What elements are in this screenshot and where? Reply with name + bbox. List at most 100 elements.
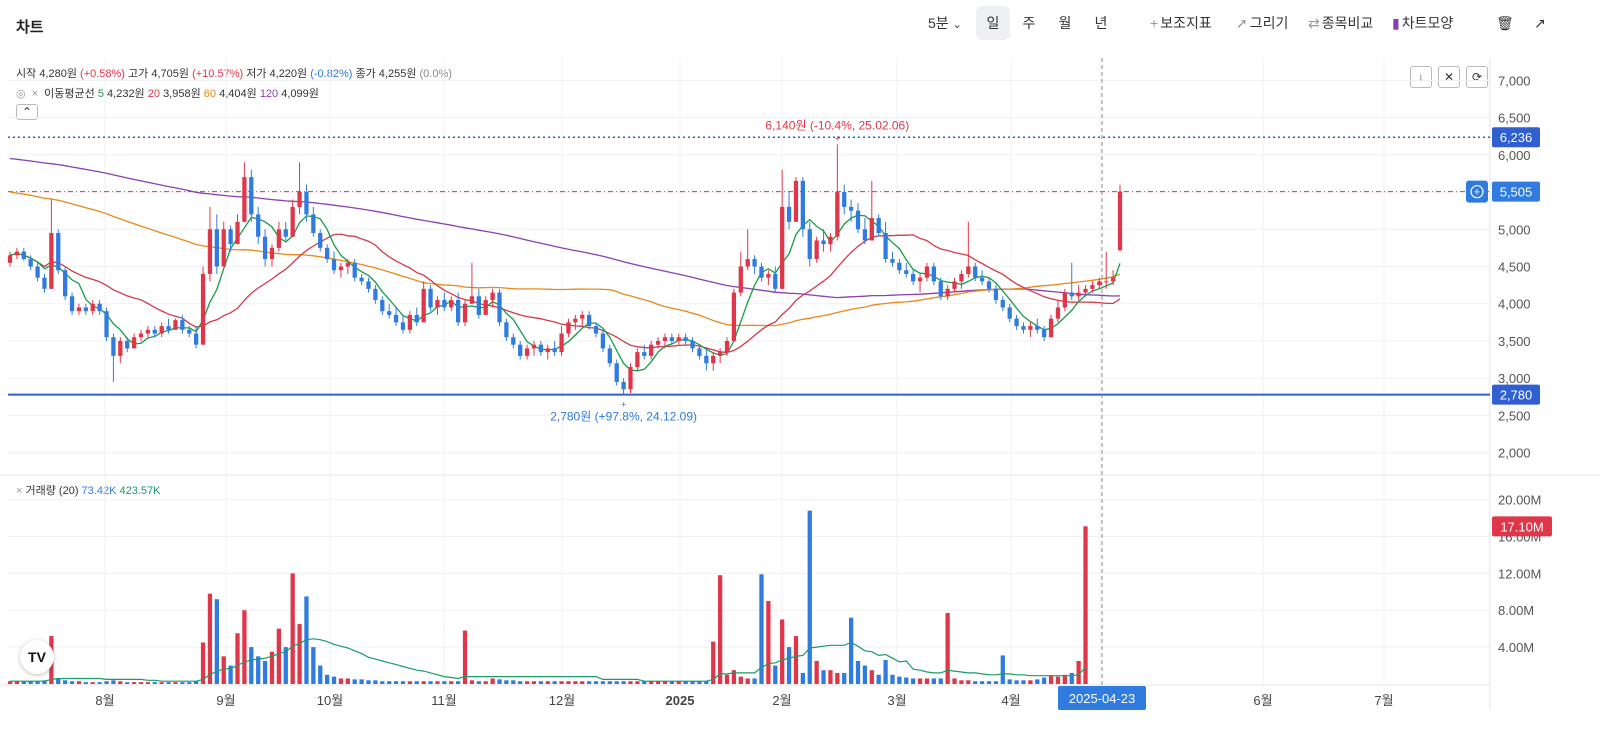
- volume-bar: [538, 681, 544, 684]
- eye-off-icon[interactable]: ◎: [16, 88, 26, 100]
- candle-body: [131, 337, 137, 349]
- crosshair-date: 2025-04-23: [1069, 691, 1136, 706]
- candle-body: [325, 247, 330, 260]
- interval-dropdown[interactable]: 5분 ⌄: [928, 6, 962, 40]
- candle-body: [490, 292, 495, 301]
- volume-bar: [511, 680, 516, 684]
- candle-body: [662, 337, 668, 341]
- compare-label: 종목비교: [1321, 15, 1374, 31]
- candle-body: [952, 281, 957, 289]
- close-icon[interactable]: ×: [16, 485, 23, 497]
- candle-body: [904, 270, 909, 274]
- tradingview-logo[interactable]: TV: [20, 640, 54, 674]
- tab-month[interactable]: 월: [1058, 15, 1072, 31]
- candle-body: [476, 296, 481, 315]
- candle-body: [242, 177, 247, 222]
- candle-body: [21, 251, 26, 260]
- plus-icon: +: [1150, 15, 1159, 31]
- open-label: 시작: [16, 68, 37, 80]
- candle-body: [276, 229, 282, 248]
- candle-body: [387, 311, 392, 315]
- chevron-down-icon: ⌄: [952, 19, 962, 31]
- candle-body: [704, 355, 709, 364]
- indicator-label: 보조지표: [1160, 15, 1212, 31]
- volume-value: 73.42K: [81, 485, 117, 497]
- volume-bar: [945, 613, 950, 684]
- candle-body: [352, 262, 357, 278]
- volume-bar: [890, 674, 895, 684]
- volume-bar: [256, 656, 261, 684]
- draw-button[interactable]: ➚ 그리기: [1236, 6, 1288, 40]
- volume-bar: [207, 593, 213, 684]
- collapse-legend-button[interactable]: ⌃: [16, 104, 38, 120]
- chart-style-button[interactable]: ▮ 차트모양: [1392, 6, 1453, 40]
- volume-bar: [959, 680, 964, 684]
- volume-bar: [152, 682, 157, 684]
- volume-bar: [766, 601, 771, 684]
- download-icon[interactable]: ↓: [1410, 66, 1432, 88]
- price-tick-label: 5,000: [1498, 222, 1531, 237]
- candle-body: [828, 236, 833, 245]
- volume-bar: [580, 681, 585, 684]
- volume-bar: [1062, 674, 1067, 684]
- volume-tick-label: 20.00M: [1498, 493, 1541, 508]
- tab-year[interactable]: 년: [1094, 15, 1108, 31]
- tab-week[interactable]: 주: [1022, 15, 1036, 31]
- candle-body: [586, 314, 592, 327]
- candle-body: [848, 206, 854, 211]
- trash-icon[interactable]: 🗑: [1496, 15, 1514, 31]
- volume-bar: [69, 681, 75, 684]
- high-marker: +: [835, 133, 840, 143]
- volume-ma-line: [10, 638, 1086, 682]
- candle-body: [993, 288, 999, 301]
- candle-body: [766, 273, 771, 278]
- candle-body: [400, 322, 406, 330]
- candle-body: [580, 314, 585, 319]
- volume-bar: [904, 677, 909, 684]
- volume-bar: [359, 679, 364, 684]
- volume-bar: [435, 681, 440, 684]
- volume-bar: [759, 574, 764, 684]
- low-marker: +: [621, 400, 626, 410]
- reset-icon[interactable]: ⟳: [1466, 66, 1488, 88]
- candle-body: [504, 322, 509, 338]
- candle-body: [738, 266, 743, 293]
- plus-icon: +: [1474, 187, 1480, 199]
- compare-button[interactable]: ⇄ 종목비교: [1308, 6, 1373, 40]
- chart-header: 차트 5분 ⌄ 일 주 월 년 + 보조지표 ➚ 그리기 ⇄ 종목비교 ▮ 차트모양 🗑…: [0, 0, 1600, 48]
- volume-legend: × 거래량 (20) 73.42K 423.57K: [16, 482, 160, 498]
- fullscreen-icon[interactable]: ↗: [1534, 15, 1546, 31]
- candle-body: [180, 320, 185, 330]
- volume-bar: [90, 682, 95, 684]
- tab-day[interactable]: 일: [976, 6, 1010, 40]
- volume-bar: [835, 672, 840, 684]
- volume-bar: [180, 682, 185, 684]
- volume-bar: [931, 678, 936, 684]
- close-icon[interactable]: ×: [31, 88, 39, 100]
- low-label: 저가: [246, 68, 267, 80]
- candle-body: [221, 229, 226, 267]
- indicator-button[interactable]: + 보조지표: [1150, 6, 1212, 40]
- candle-body: [531, 344, 537, 349]
- candle-icon: ▮: [1392, 15, 1400, 31]
- candle-body: [373, 288, 378, 301]
- candle-body: [414, 314, 419, 323]
- candle-body: [449, 300, 454, 308]
- volume-bar: [483, 681, 488, 684]
- candle-body: [793, 180, 799, 222]
- volume-bar: [235, 633, 240, 684]
- ma120-period: 120: [259, 88, 279, 100]
- volume-bar: [828, 670, 833, 684]
- candle-body: [1007, 307, 1012, 319]
- collapse-icon[interactable]: ✕: [1438, 66, 1460, 88]
- low-value: 4,220원: [269, 68, 308, 80]
- volume-bar: [449, 681, 454, 684]
- open-change: (+0.58%): [80, 68, 125, 80]
- candle-body: [359, 277, 364, 282]
- candle-body: [669, 337, 675, 341]
- candle-body: [552, 348, 557, 353]
- volume-bar: [104, 681, 109, 684]
- candle-body: [924, 266, 930, 278]
- candle-body: [435, 300, 440, 308]
